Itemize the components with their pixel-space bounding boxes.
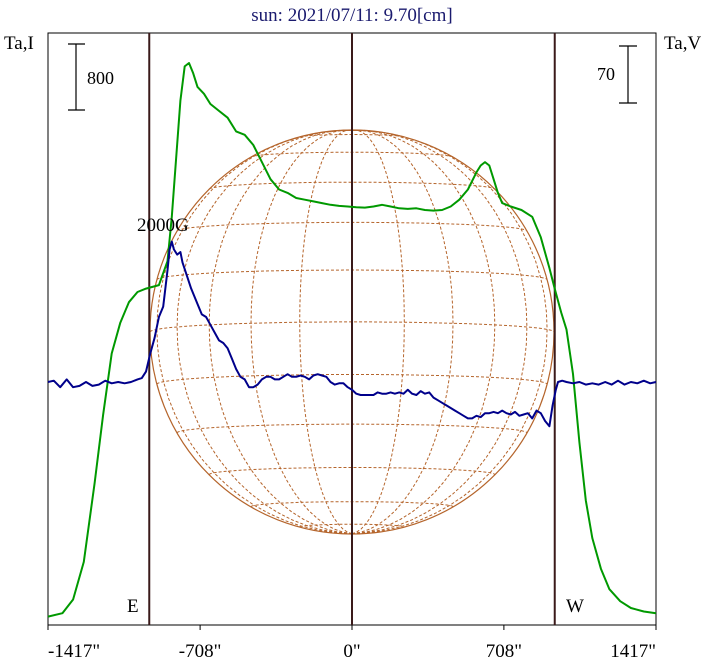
longitude-line (351, 129, 528, 535)
left-scale-label: 800 (87, 68, 114, 88)
longitude-line (176, 129, 353, 535)
east-limb-label: E (127, 596, 139, 617)
longitude-line (351, 129, 548, 535)
series-curve-0 (47, 62, 657, 618)
data-curves (47, 62, 657, 618)
right-scale-bar (619, 45, 637, 104)
longitude-line (250, 129, 353, 535)
x-tick-label: 708" (486, 641, 522, 662)
left-scale-bar (68, 43, 85, 111)
left-axis-label: Ta,I (4, 33, 34, 54)
right-scale-label: 70 (597, 64, 615, 84)
chart-title: sun: 2021/07/11: 9.70[cm] (251, 5, 452, 26)
longitude-line (299, 129, 353, 535)
x-tick-label: -1417" (48, 641, 100, 662)
longitude-line (351, 129, 496, 535)
limb-lines (148, 33, 556, 625)
west-limb-label: W (566, 596, 584, 617)
x-tick-label: -708" (179, 641, 222, 662)
longitude-line (351, 129, 405, 535)
x-tick-label: 1417" (610, 641, 656, 662)
x-tick-label: 0" (343, 641, 360, 662)
longitude-line (351, 129, 454, 535)
longitude-line (208, 129, 353, 535)
longitude-line (156, 129, 353, 535)
field-strength-annotation: 2000G (137, 215, 189, 236)
series-curve-1 (47, 240, 657, 428)
x-tick-labels: -1417" -708" 0" 708" 1417" (47, 625, 657, 662)
right-axis-label: Ta,V (664, 33, 701, 54)
